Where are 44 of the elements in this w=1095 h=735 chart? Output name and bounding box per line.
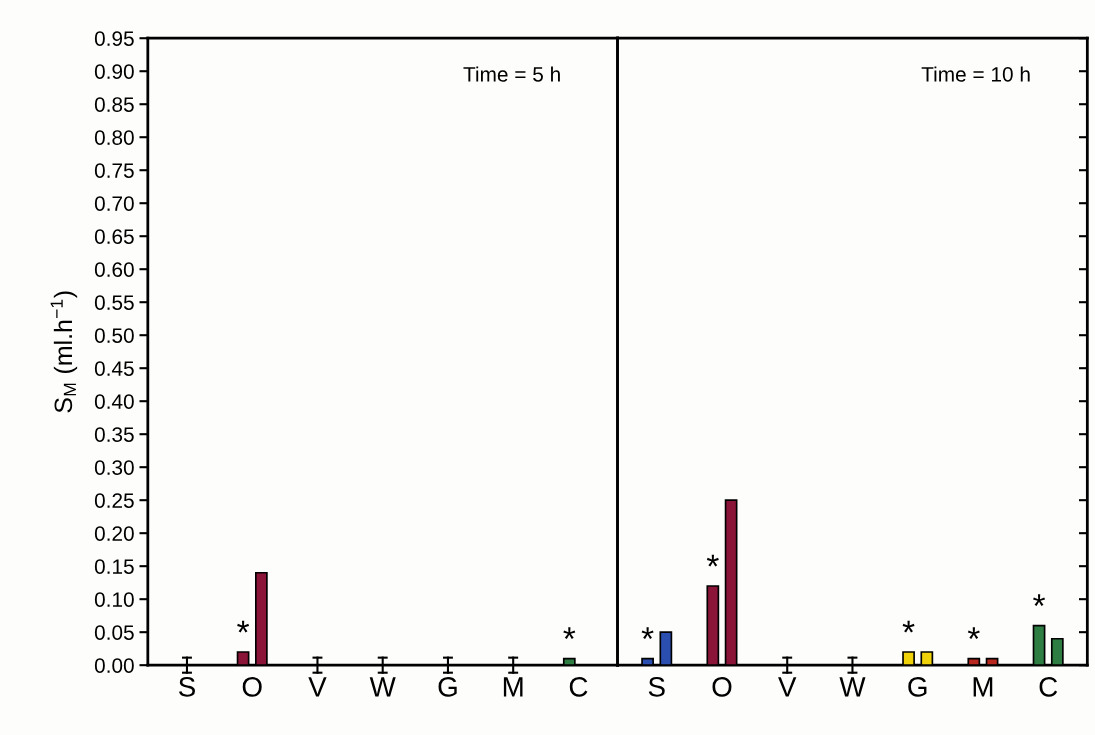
x-tick-label: V [308, 677, 327, 697]
y-tick-label: 0.40 [94, 394, 134, 409]
annotation: Time = 10 h [921, 66, 1030, 82]
x-tick-label: C [569, 677, 588, 697]
annotation: * [967, 627, 980, 640]
annotation: * [563, 627, 576, 640]
y-tick-label: 0.15 [94, 559, 134, 574]
x-tick-label: V [778, 677, 797, 697]
x-tick-label: G [438, 677, 457, 697]
x-tick-label: O [242, 677, 262, 697]
y-tick-label: 0.00 [94, 658, 134, 673]
y-tick-label: 0.75 [94, 163, 134, 178]
y-tick-label: 0.95 [94, 31, 134, 46]
x-tick-label: G [908, 677, 927, 697]
y-tick-label: 0.70 [94, 196, 134, 211]
x-tick-label: W [369, 677, 396, 697]
annotation: Time = 5 h [463, 66, 560, 82]
y-tick-label: 0.05 [94, 625, 134, 640]
y-tick-label: 0.20 [94, 526, 134, 541]
annotation: * [237, 620, 250, 633]
x-tick-label: M [973, 677, 993, 697]
annotation: * [706, 554, 719, 567]
y-tick-label: 0.80 [94, 130, 134, 145]
y-tick-label: 0.65 [94, 229, 134, 244]
y-tick-label: 0.25 [94, 493, 134, 508]
x-tick-label: O [712, 677, 732, 697]
y-tick-label: 0.35 [94, 427, 134, 442]
y-tick-label: 0.85 [94, 97, 134, 112]
y-tick-label: 0.90 [94, 64, 134, 79]
y-axis-title: S$_{M}$ (ml.h$^{−1}$) [50, 291, 78, 413]
y-tick-label: 0.55 [94, 295, 134, 310]
x-tick-label: C [1039, 677, 1058, 697]
annotation: * [1033, 594, 1046, 607]
y-tick-label: 0.60 [94, 262, 134, 277]
y-tick-label: 0.45 [94, 361, 134, 376]
y-tick-label: 0.30 [94, 460, 134, 475]
x-tick-label: S [648, 677, 665, 697]
x-tick-label: S [178, 677, 195, 697]
y-tick-label: 0.50 [94, 328, 134, 343]
x-tick-label: M [503, 677, 523, 697]
x-tick-label: W [839, 677, 866, 697]
annotation: * [641, 627, 654, 640]
y-tick-label: 0.10 [94, 592, 134, 607]
annotation: * [902, 620, 915, 633]
